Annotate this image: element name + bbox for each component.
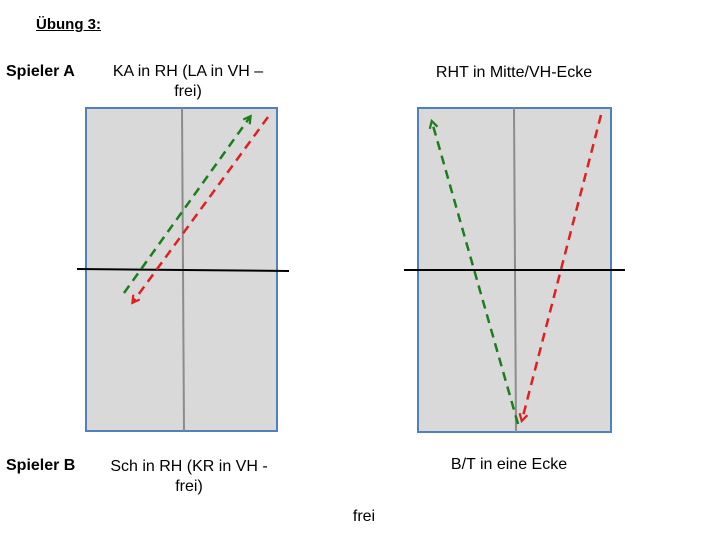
- left-green-arrow: [122, 117, 250, 294]
- player-b-label: Spieler B: [6, 457, 76, 474]
- player-a-label: Spieler A: [6, 63, 75, 80]
- left-red-arrow: [133, 116, 270, 302]
- left-bottom-caption-line1: Sch in RH (KR in VH -: [110, 458, 268, 475]
- right-top-caption: RHT in Mitte/VH-Ecke: [435, 64, 593, 81]
- right-green-arrow: [432, 122, 520, 425]
- left-top-caption: KA in RH (LA in VH – frei): [88, 62, 288, 102]
- exercise-title: Übung 3:: [36, 16, 101, 33]
- left-top-caption-line2: frei): [174, 83, 202, 100]
- right-bottom-caption: B/T in eine Ecke: [450, 456, 568, 473]
- right-red-arrow: [522, 114, 603, 420]
- right-court: [404, 107, 625, 433]
- left-bottom-caption-line2: frei): [175, 478, 203, 495]
- left-net: [76, 268, 290, 272]
- footer-label: frei: [352, 508, 376, 525]
- left-top-caption-line1: KA in RH (LA in VH –: [112, 63, 264, 80]
- left-bottom-caption: Sch in RH (KR in VH - frei): [86, 457, 292, 497]
- left-court: [76, 107, 290, 432]
